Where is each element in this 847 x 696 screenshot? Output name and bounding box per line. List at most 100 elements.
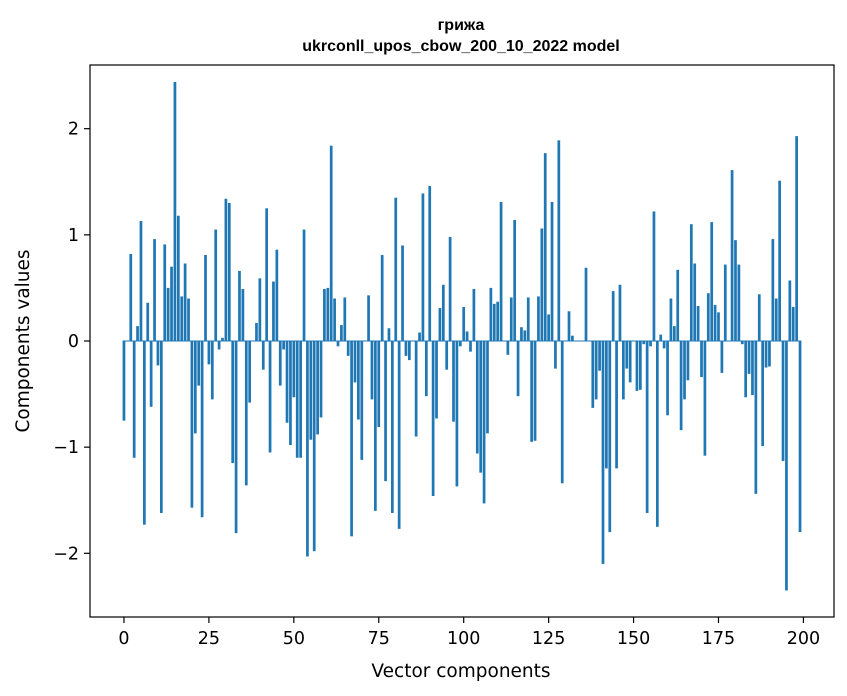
bar-82: [401, 245, 404, 341]
bar-87: [418, 332, 421, 341]
bar-65: [343, 297, 347, 341]
bar-194: [781, 341, 785, 461]
bar-31: [227, 203, 231, 341]
bar-153: [642, 341, 646, 345]
bar-131: [567, 311, 571, 341]
y-tick-label--2: −2: [53, 544, 79, 564]
bar-12: [163, 244, 167, 341]
bar-78: [387, 328, 391, 341]
bar-28: [217, 341, 221, 350]
bar-16: [176, 215, 180, 341]
bar-20: [190, 341, 194, 508]
bar-105: [479, 341, 483, 473]
bar-187: [757, 294, 761, 341]
bar-190: [768, 341, 771, 367]
bar-184: [747, 341, 751, 374]
bar-97: [452, 341, 455, 422]
bar-103: [472, 288, 476, 341]
x-axis: 0 25 50 75 100 125 150 175 200: [118, 617, 820, 649]
bar-198: [795, 136, 798, 341]
bar-56: [312, 341, 316, 552]
bar-122: [537, 296, 540, 341]
bar-110: [496, 301, 500, 341]
bar-25: [207, 341, 211, 365]
bar-113: [506, 341, 510, 355]
bar-145: [615, 341, 618, 469]
bar-141: [601, 341, 605, 564]
bar-0: [122, 341, 126, 421]
x-tick-label-50: 50: [283, 629, 305, 649]
bar-17: [180, 296, 184, 341]
bar-42: [265, 208, 269, 341]
y-axis-label: Components values: [13, 249, 34, 432]
bar-164: [679, 341, 683, 431]
bar-32: [231, 341, 235, 464]
bar-55: [309, 341, 313, 440]
bar-50: [292, 341, 296, 398]
bar-183: [744, 341, 748, 398]
bar-160: [666, 341, 669, 416]
bar-30: [224, 198, 228, 341]
bar-86: [414, 341, 418, 437]
bar-116: [516, 341, 520, 397]
bar-10: [156, 341, 160, 366]
bar-177: [723, 264, 727, 341]
bar-104: [475, 341, 479, 454]
bar-114: [509, 297, 513, 341]
bar-64: [340, 325, 343, 341]
bar-119: [526, 297, 530, 341]
bar-21: [193, 341, 197, 434]
bar-90: [428, 186, 432, 341]
y-tick-label-0: 0: [68, 332, 79, 352]
bar-68: [353, 341, 357, 383]
bar-181: [737, 264, 741, 341]
bar-98: [455, 341, 459, 487]
bar-79: [391, 341, 394, 513]
bar-70: [360, 341, 364, 460]
x-tick-label-200: 200: [787, 629, 820, 649]
bar-197: [791, 307, 795, 341]
bar-35: [241, 288, 245, 341]
bar-158: [659, 334, 663, 341]
chart-subtitle: ukrconll_upos_cbow_200_10_2022 model: [302, 38, 619, 55]
bar-140: [598, 341, 601, 371]
bar-93: [438, 308, 442, 341]
bar-176: [720, 341, 724, 373]
bar-115: [513, 219, 517, 341]
bar-170: [700, 341, 703, 378]
bar-107: [486, 341, 489, 434]
bar-80: [394, 197, 398, 341]
bar-73: [370, 341, 374, 400]
bar-139: [594, 341, 598, 400]
bar-148: [625, 341, 629, 369]
bar-109: [492, 303, 496, 341]
bar-39: [255, 322, 258, 341]
bar-53: [302, 229, 306, 341]
bar-161: [669, 298, 673, 341]
bar-29: [221, 337, 224, 341]
bar-136: [584, 267, 588, 341]
bar-37: [248, 341, 252, 403]
bar-125: [547, 314, 550, 341]
bar-117: [520, 327, 523, 341]
bar-40: [258, 278, 262, 341]
bar-149: [628, 341, 632, 383]
bar-127: [554, 341, 557, 369]
bar-46: [278, 341, 282, 386]
bar-72: [367, 295, 370, 341]
bar-192: [774, 298, 778, 341]
bar-76: [380, 255, 384, 341]
y-tick-label--1: −1: [53, 438, 79, 458]
bar-179: [730, 170, 734, 341]
bar-5: [139, 221, 143, 341]
bar-48: [285, 341, 289, 423]
bar-34: [238, 270, 241, 341]
bar-180: [734, 240, 737, 341]
x-tick-label-125: 125: [532, 629, 565, 649]
bar-155: [649, 341, 652, 347]
bar-118: [523, 330, 527, 341]
bar-175: [717, 312, 720, 341]
x-tick-label-175: 175: [702, 629, 735, 649]
bar-91: [431, 341, 435, 496]
